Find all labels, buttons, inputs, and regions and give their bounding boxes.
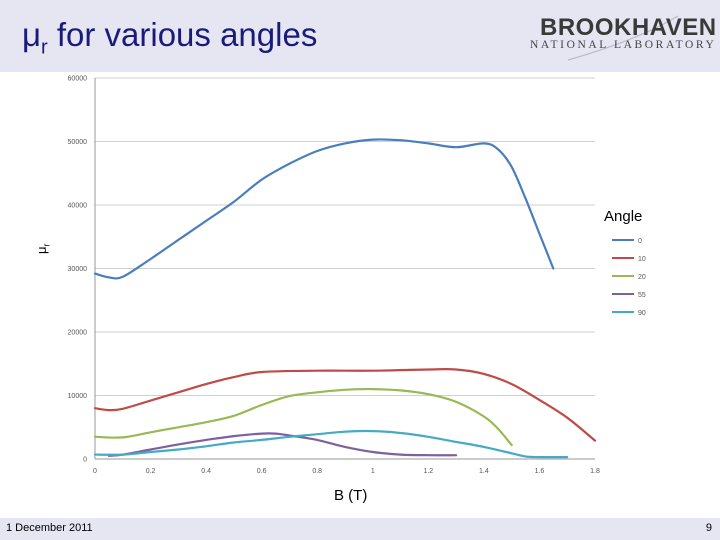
x-tick-label: 0.6	[257, 468, 267, 475]
x-axis-label: B (T)	[334, 487, 368, 504]
x-tick-label: 0	[93, 468, 97, 475]
x-tick-label: 1.2	[423, 468, 433, 475]
legend-title: Angle	[604, 208, 643, 225]
y-tick-label: 30000	[68, 266, 88, 273]
legend-label-0: 0	[638, 238, 642, 245]
logo-wordmark: BROOKHAVEN	[540, 14, 717, 41]
series-line-55	[107, 432, 458, 457]
y-tick-label: 20000	[68, 330, 88, 337]
y-tick-label: 60000	[68, 76, 88, 83]
slide-header: μr for various angles BROOKHAVEN NATIONA…	[0, 0, 720, 72]
logo-subtitle: NATIONAL LABORATORY	[530, 39, 717, 51]
logo-swoosh-icon	[567, 15, 679, 61]
x-tick-label: 0.4	[201, 468, 211, 475]
y-tick-label: 50000	[68, 139, 88, 146]
slide-title: μr for various angles	[22, 16, 318, 59]
legend-label-20: 20	[638, 274, 646, 281]
footer-date: 1 December 2011	[6, 522, 93, 534]
legend-label-90: 90	[638, 310, 646, 317]
y-tick-label: 0	[83, 457, 87, 464]
series-line-0	[93, 138, 555, 280]
x-tick-label: 1.6	[535, 468, 545, 475]
legend-label-10: 10	[638, 256, 646, 263]
page-number: 9	[705, 522, 712, 534]
x-tick-label: 1.4	[479, 468, 489, 475]
series-line-20	[93, 387, 513, 447]
x-tick-label: 1	[371, 468, 375, 475]
brookhaven-logo: BROOKHAVEN NATIONAL LABORATORY	[528, 10, 720, 68]
y-tick-label: 10000	[68, 393, 88, 400]
y-axis-label: μr	[34, 243, 52, 255]
slide-footer: 1 December 2011 9	[0, 518, 720, 540]
series-line-10	[93, 367, 597, 442]
x-tick-label: 1.8	[590, 468, 600, 475]
series-line-90	[93, 429, 569, 459]
x-tick-label: 0.8	[312, 468, 322, 475]
legend-label-55: 55	[638, 292, 646, 299]
x-tick-label: 0.2	[146, 468, 156, 475]
y-tick-label: 40000	[68, 203, 88, 210]
